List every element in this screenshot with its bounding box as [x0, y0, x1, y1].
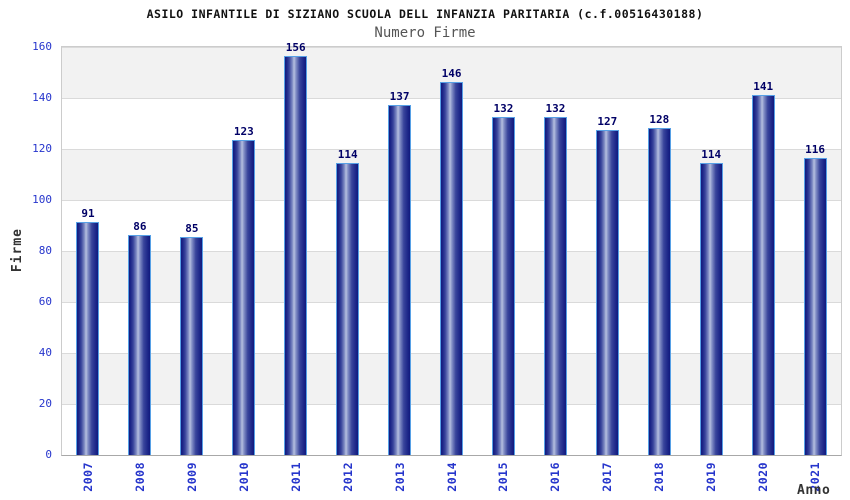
- y-tick-label: 160: [32, 39, 52, 53]
- x-tick-label: 2018: [652, 462, 667, 492]
- bar-2014: 146: [440, 67, 464, 455]
- x-tick-label: 2008: [132, 462, 147, 492]
- bar-2019: 114: [699, 148, 723, 455]
- x-tick-label: 2020: [756, 462, 771, 492]
- bar-value-label: 132: [493, 102, 514, 116]
- bar-value-label: 86: [133, 219, 147, 233]
- x-tick-label: 2012: [340, 462, 355, 492]
- bar-value-label: 141: [753, 79, 774, 93]
- bar-2008: 86: [128, 220, 152, 455]
- bar-2007: 91: [76, 207, 100, 455]
- bar-value-label: 146: [441, 66, 462, 80]
- bar-slot: 137: [374, 47, 426, 455]
- bar-slot: 116: [789, 47, 841, 455]
- bar-slot: 123: [218, 47, 270, 455]
- bar-2015: 132: [491, 102, 515, 455]
- bar-2018: 128: [647, 113, 671, 455]
- bar-2011: 156: [284, 41, 308, 455]
- y-tick-label: 60: [38, 294, 52, 308]
- bar-value-label: 132: [545, 102, 566, 116]
- x-tick-label: 2015: [496, 462, 511, 492]
- bar-slot: 132: [529, 47, 581, 455]
- x-tick-label: 2013: [392, 462, 407, 492]
- x-axis-title: Anno: [797, 483, 831, 498]
- bar-value-label: 128: [649, 112, 670, 126]
- y-tick-label: 0: [45, 447, 52, 461]
- bar-2012: 114: [336, 148, 360, 455]
- x-tick-label: 2014: [444, 462, 459, 492]
- x-tick-label: 2011: [288, 462, 303, 492]
- bar-value-label: 127: [597, 115, 618, 129]
- bar-slot: 91: [62, 47, 114, 455]
- bar-slot: 132: [478, 47, 530, 455]
- bar-slot: 86: [114, 47, 166, 455]
- bar-slot: 127: [581, 47, 633, 455]
- bar-slot: 114: [322, 47, 374, 455]
- y-tick-label: 100: [32, 192, 52, 206]
- chart-subtitle: Numero Firme: [374, 25, 476, 41]
- y-tick-label: 120: [32, 141, 52, 155]
- bar-2009: 85: [180, 222, 204, 455]
- bar-2017: 127: [595, 115, 619, 455]
- bar-2020: 141: [751, 80, 775, 455]
- bar-value-label: 114: [337, 148, 358, 162]
- bar-value-label: 91: [81, 207, 95, 220]
- chart-title: ASILO INFANTILE DI SIZIANO SCUOLA DELL I…: [146, 7, 704, 21]
- bar-value-label: 123: [233, 125, 254, 139]
- bar-2010: 123: [232, 125, 256, 455]
- bar-slot: 114: [685, 47, 737, 455]
- y-tick-label: 40: [38, 345, 52, 359]
- y-tick-label: 80: [38, 243, 52, 257]
- bar-slot: 85: [166, 47, 218, 455]
- bar-value-label: 116: [805, 143, 826, 157]
- y-tick-label: 140: [32, 90, 52, 104]
- bar-value-label: 114: [701, 148, 722, 162]
- bar-value-label: 156: [285, 41, 306, 55]
- y-tick-label: 20: [38, 396, 52, 410]
- bar-slot: 156: [270, 41, 322, 455]
- x-tick-label: 2019: [704, 462, 719, 492]
- bar-slot: 146: [426, 47, 478, 455]
- bar-slot: 128: [633, 47, 685, 455]
- bar-slot: 141: [737, 47, 789, 455]
- x-tick-label: 2017: [600, 462, 615, 492]
- bar-2013: 137: [388, 90, 412, 455]
- bar-value-label: 85: [185, 222, 199, 236]
- x-tick-labels: 2007 2008 2009 2010 2011 2012 2013 2014 2015 2016…: [62, 462, 841, 500]
- x-tick-label: 2010: [236, 462, 251, 492]
- x-tick-label: 2016: [548, 462, 563, 492]
- bar-2021: 116: [803, 143, 827, 455]
- bars-container: 91 86 85 123 156 114 137 146 132 132 127 128 114 141 1…: [62, 41, 841, 455]
- bar-2016: 132: [543, 102, 567, 455]
- x-tick-label: 2007: [80, 462, 95, 492]
- x-tick-label: 2009: [184, 462, 199, 492]
- plot-area: 91 86 85 123 156 114 137 146 132 132 127 128 114 141 1…: [61, 41, 842, 456]
- bar-value-label: 137: [389, 89, 410, 103]
